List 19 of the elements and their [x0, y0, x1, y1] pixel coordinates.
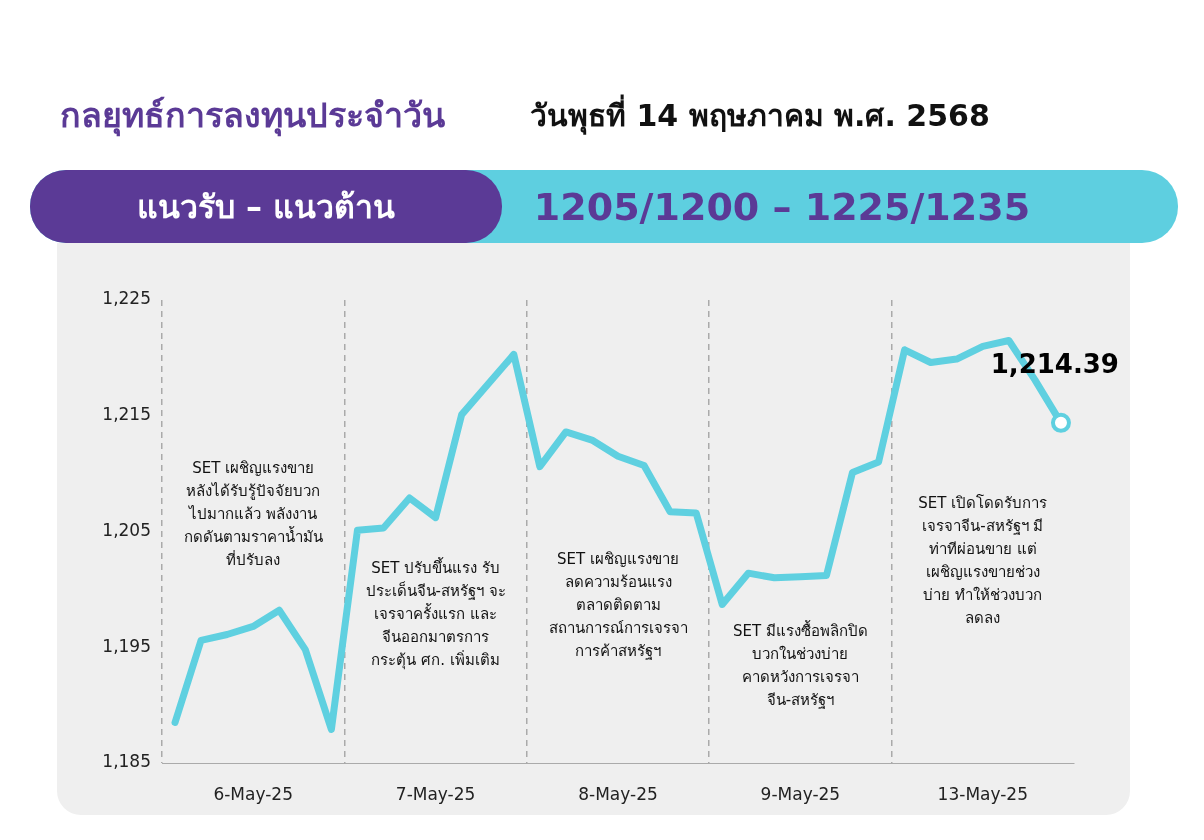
- annotation: SET ปรับขึ้นแรง รับ ประเด็นจีน-สหรัฐฯ จะ เจรจาครั้งแรก และ จีนออกมาตรการ กระตุ้น ศก. เพิ่มเติม: [365, 557, 506, 671]
- x-tick-label: 8-May-25: [578, 783, 658, 804]
- x-tick-label: 6-May-25: [213, 783, 293, 804]
- text: แนวรับ – แนวต้าน: [30, 170, 502, 243]
- annotation: SET เผชิญแรงขาย ลดความร้อนแรง ตลาดติดตาม สถานการณ์การเจรจา การค้าสหรัฐฯ: [548, 550, 688, 661]
- y-tick-label: 1,195: [102, 635, 151, 656]
- text: 1205/1200 – 1225/1235: [532, 183, 1032, 231]
- annotation: SET เผชิญแรงขาย หลังได้รับรู้ปัจจัยบวก ไปมากแล้ว พลังงาน กดดันตามราคาน้ำมัน ที่ปรับลง: [183, 459, 323, 570]
- chart-subtitle: วันพุธที่ 14 พฤษภาคม พ.ศ. 2568: [530, 93, 990, 137]
- x-tick-label: 9-May-25: [760, 783, 841, 804]
- y-tick-label: 1,185: [102, 751, 151, 772]
- annotation: SET มีแรงซื้อพลิกปิด บวกในช่วงบ่าย คาดหวังการเจรจา จีน-สหรัฐฯ: [732, 620, 868, 710]
- y-tick-label: 1,215: [102, 404, 151, 425]
- y-tick-label: 1,205: [102, 519, 151, 540]
- y-tick-label: 1,225: [102, 288, 151, 309]
- x-tick-label: 7-May-25: [395, 783, 476, 804]
- annotation: SET เปิดโดดรับการ เจรจาจีน-สหรัฐฯ มี ท่าทีผ่อนขาย แต่ เผชิญแรงขายช่วง บ่าย ทำให้ช่วงบวก ลดลง: [918, 494, 1048, 628]
- x-tick-label: 13-May-25: [937, 783, 1028, 804]
- chart-title: กลยุทธ์การลงทุนประจำวัน: [60, 94, 445, 139]
